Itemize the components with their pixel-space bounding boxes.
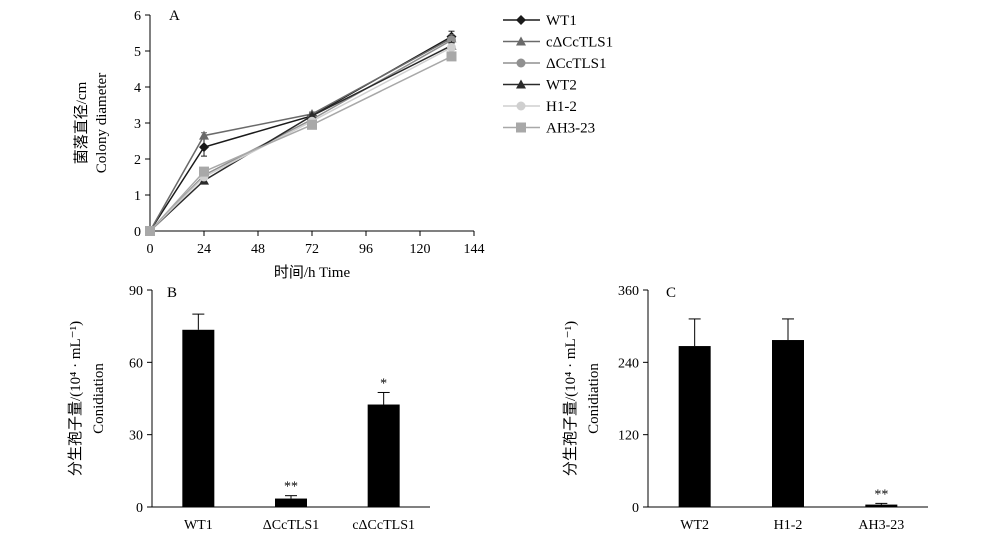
panel-a-y-axis-label-en: Colony diameter: [94, 73, 110, 173]
data-point-AH3-23: [307, 119, 317, 130]
panel-c-y-tick-label: 360: [618, 284, 639, 299]
legend-marker-H1-2: [516, 101, 526, 111]
panel-b-tag: B: [167, 285, 177, 301]
panel-a-x-tick-label: 0: [147, 242, 154, 257]
significance-mark-ΔCcTLS1: **: [284, 480, 298, 495]
panel-a-x-tick-label: 144: [464, 242, 485, 257]
panel-c-tag: C: [666, 285, 676, 301]
significance-mark-AH3-23: **: [874, 487, 888, 502]
panel-c-y-tick-label: 120: [618, 429, 639, 444]
panel-b-y-tick-label: 60: [129, 356, 143, 371]
legend-label-ΔCcTLS1: ΔCcTLS1: [546, 56, 606, 72]
data-point-H1-2: [447, 42, 456, 52]
legend-marker-ΔCcTLS1: [516, 58, 526, 68]
category-label-WT2: WT2: [680, 518, 709, 533]
panel-a-y-tick-label: 3: [134, 117, 141, 132]
series-line-H1-2: [149, 46, 452, 232]
series-line-cΔCcTLS1: [149, 37, 452, 232]
legend-marker-AH3-23: [516, 122, 526, 133]
panel-a-y-tick-label: 0: [134, 225, 141, 240]
legend-marker-WT1: [516, 15, 526, 25]
data-point-AH3-23: [446, 51, 457, 62]
panel-b-y-axis-label-cn: 分生孢子量/(10⁴ · mL⁻¹): [67, 321, 84, 476]
panel-b-y-tick-label: 0: [136, 501, 143, 516]
panel-a-x-axis-label: 时间/h Time: [274, 264, 351, 281]
panel-c-y-tick-label: 240: [618, 356, 639, 371]
bar-AH3-23: [865, 504, 898, 507]
panel-a-tag: A: [169, 8, 180, 24]
bar-cΔCcTLS1: [367, 404, 400, 507]
legend-label-cΔCcTLS1: cΔCcTLS1: [546, 35, 613, 51]
category-label-H1-2: H1-2: [774, 518, 803, 533]
panel-b-y-tick-label: 90: [129, 284, 143, 299]
data-point-AH3-23: [199, 166, 209, 177]
data-point-WT1: [199, 142, 209, 153]
category-label-cΔCcTLS1: cΔCcTLS1: [352, 518, 415, 533]
legend-label-WT2: WT2: [546, 78, 577, 94]
legend-label-WT1: WT1: [546, 13, 577, 29]
panel-a-y-tick-label: 2: [134, 153, 141, 168]
legend-marker-WT2: [516, 79, 526, 89]
legend-marker-cΔCcTLS1: [516, 36, 526, 46]
panel-b-y-axis-label-en: Conidiation: [91, 363, 107, 434]
bar-H1-2: [772, 340, 804, 507]
bar-WT2: [678, 346, 711, 507]
panel-a-x-tick-label: 72: [305, 242, 319, 257]
series-line-WT2: [149, 44, 452, 232]
panel-c-y-axis-label-en: Conidiation: [586, 363, 602, 434]
panel-c-y-axis-label-cn: 分生孢子量/(10⁴ · mL⁻¹): [562, 321, 579, 476]
panel-a-x-tick-label: 48: [251, 242, 265, 257]
panel-a-y-tick-label: 5: [134, 45, 141, 60]
series-line-AH3-23: [149, 55, 452, 232]
panel-c-y-tick-label: 0: [632, 501, 639, 516]
legend-label-H1-2: H1-2: [546, 99, 577, 115]
panel-a-x-tick-label: 96: [359, 242, 373, 257]
panel-a-x-tick-label: 120: [410, 242, 431, 257]
bar-ΔCcTLS1: [275, 498, 307, 507]
panel-a-y-axis-label-cn: 菌落直径/cm: [73, 81, 90, 164]
panel-a-y-tick-label: 6: [134, 9, 141, 24]
category-label-AH3-23: AH3-23: [858, 518, 904, 533]
panel-a-x-tick-label: 24: [197, 242, 211, 257]
data-point-cΔCcTLS1: [199, 130, 209, 140]
significance-mark-cΔCcTLS1: *: [380, 376, 387, 391]
panel-a-y-tick-label: 4: [134, 81, 141, 96]
category-label-ΔCcTLS1: ΔCcTLS1: [263, 518, 319, 533]
legend-label-AH3-23: AH3-23: [546, 121, 595, 137]
category-label-WT1: WT1: [184, 518, 213, 533]
panel-b-y-tick-label: 30: [129, 429, 143, 444]
panel-a-y-tick-label: 1: [134, 189, 141, 204]
bar-WT1: [182, 329, 215, 507]
data-point-AH3-23: [145, 226, 155, 236]
